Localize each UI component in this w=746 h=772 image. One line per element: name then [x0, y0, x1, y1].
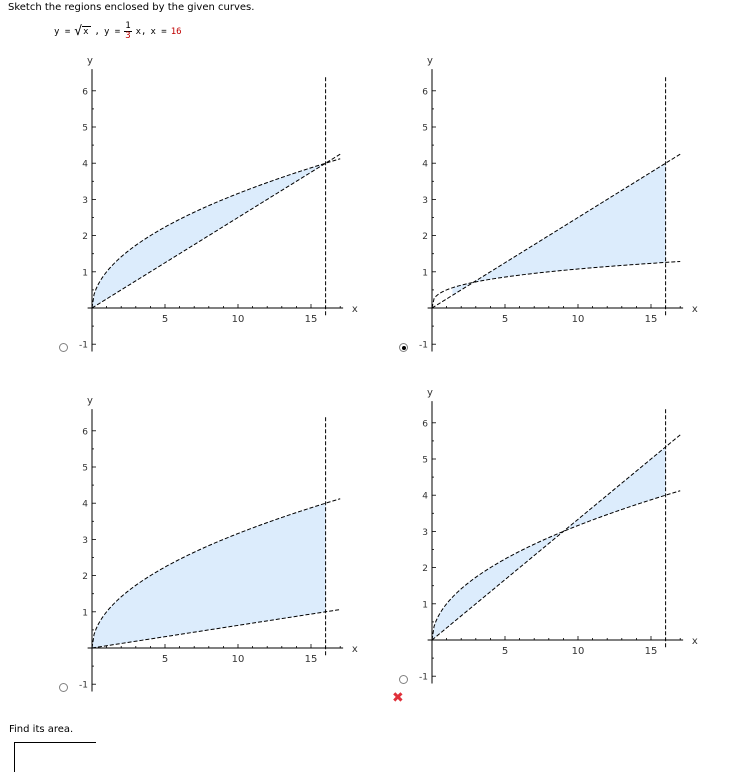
eq1-sep: ,	[94, 26, 100, 37]
graph-option-c: 5 10 15 -1 1 2 3 4 5 6 x y	[0, 396, 360, 726]
y-tick-label: 6	[82, 87, 88, 97]
x-axis-label: x	[692, 636, 698, 647]
area-question-prompt: Find its area.	[9, 724, 74, 735]
y-tick-label: 3	[82, 196, 88, 206]
y-axis-label: y	[427, 388, 433, 399]
eq3-value: 16	[170, 26, 182, 37]
x-tick-label: 10	[572, 314, 585, 325]
y-tick-label: 5	[422, 124, 428, 134]
curve-upper	[431, 490, 681, 641]
y-tick-label: 3	[422, 528, 428, 538]
y-tick-label: 6	[422, 87, 428, 97]
y-tick-label: 4	[422, 160, 428, 170]
fraction-denominator: 3	[125, 31, 131, 41]
radio-option-b[interactable]	[399, 343, 408, 352]
x-tick-label: 15	[305, 654, 318, 665]
radio-option-c[interactable]	[59, 683, 68, 692]
radio-option-a[interactable]	[59, 343, 68, 352]
area-answer-input[interactable]	[14, 742, 96, 772]
x-tick-label: 5	[502, 646, 508, 657]
y-tick-label: 5	[422, 456, 428, 466]
radical-sign-icon: √	[74, 24, 83, 39]
x-tick-label: 15	[645, 314, 658, 325]
curve-upper	[91, 498, 341, 649]
fraction: 1 3	[124, 21, 132, 41]
x-tick-label: 15	[645, 646, 658, 657]
y-tick-label: -1	[419, 341, 428, 351]
y-tick-label: 3	[422, 196, 428, 206]
y-tick-label: 4	[422, 492, 428, 502]
shaded-region	[92, 503, 326, 648]
sqrt-expression: √ x	[74, 24, 91, 39]
shaded-region	[92, 163, 326, 308]
graph-d-svg: 5 10 15 -1 1 2 3 4 5 6 x y	[419, 388, 698, 684]
y-tick-label: -1	[79, 681, 88, 691]
y-tick-label: 5	[82, 124, 88, 134]
y-tick-label: 3	[82, 536, 88, 546]
question-prompt: Sketch the regions enclosed by the given…	[8, 2, 255, 13]
x-tick-label: 5	[162, 654, 168, 665]
incorrect-x-icon: ✖	[392, 690, 404, 706]
y-tick-label: 1	[422, 600, 428, 610]
x-tick-label: 5	[162, 314, 168, 325]
y-axis-label: y	[87, 56, 93, 67]
y-tick-label: 2	[422, 564, 428, 574]
eq1-lhs: y =	[54, 26, 71, 37]
y-tick-label: 4	[82, 160, 88, 170]
eq3-lhs: x =	[150, 26, 167, 37]
curve-lower	[431, 153, 681, 309]
sqrt-argument: x	[82, 25, 91, 37]
y-tick-label: 1	[82, 608, 88, 618]
graph-option-d: 5 10 15 -1 1 2 3 4 5 6 x y	[340, 388, 700, 718]
y-axis-label: y	[427, 56, 433, 67]
given-curves: y = √ x , y = 1 3 x, x = 16	[54, 22, 182, 41]
curve-upper	[431, 260, 681, 309]
y-tick-label: 6	[82, 427, 88, 437]
y-tick-label: 6	[422, 419, 428, 429]
graph-c-svg: 5 10 15 -1 1 2 3 4 5 6 x y	[79, 396, 358, 692]
y-tick-label: 5	[82, 464, 88, 474]
graph-option-b: 5 10 15 -1 1 2 3 4 5 6 x y	[340, 56, 700, 386]
radio-selected-dot	[401, 345, 406, 350]
graph-option-a: 5 10 15 -1 1 2 3 4 5 6 x y	[0, 56, 360, 386]
x-axis-label: x	[692, 304, 698, 315]
y-tick-label: 4	[82, 500, 88, 510]
y-tick-label: -1	[79, 341, 88, 351]
y-tick-label: 1	[82, 268, 88, 278]
x-tick-label: 10	[572, 646, 585, 657]
y-tick-label: 2	[82, 232, 88, 242]
eq2-lhs: y =	[103, 26, 121, 37]
x-tick-label: 5	[502, 314, 508, 325]
x-tick-label: 10	[232, 654, 245, 665]
eq2-tail: x,	[135, 26, 147, 37]
x-axis-label: x	[352, 644, 358, 655]
y-axis-label: y	[87, 396, 93, 407]
y-tick-label: -1	[419, 673, 428, 683]
fraction-numerator: 1	[124, 21, 132, 32]
y-tick-label: 1	[422, 268, 428, 278]
radio-option-d[interactable]	[399, 675, 408, 684]
curve-upper	[91, 158, 341, 309]
x-tick-label: 10	[232, 314, 245, 325]
curve-lower	[91, 153, 341, 309]
graph-a-svg: 5 10 15 -1 1 2 3 4 5 6 x y	[79, 56, 358, 352]
y-tick-label: 2	[82, 572, 88, 582]
graph-b-svg: 5 10 15 -1 1 2 3 4 5 6 x y	[419, 56, 698, 352]
y-tick-label: 2	[422, 232, 428, 242]
x-axis-label: x	[352, 304, 358, 315]
x-tick-label: 15	[305, 314, 318, 325]
